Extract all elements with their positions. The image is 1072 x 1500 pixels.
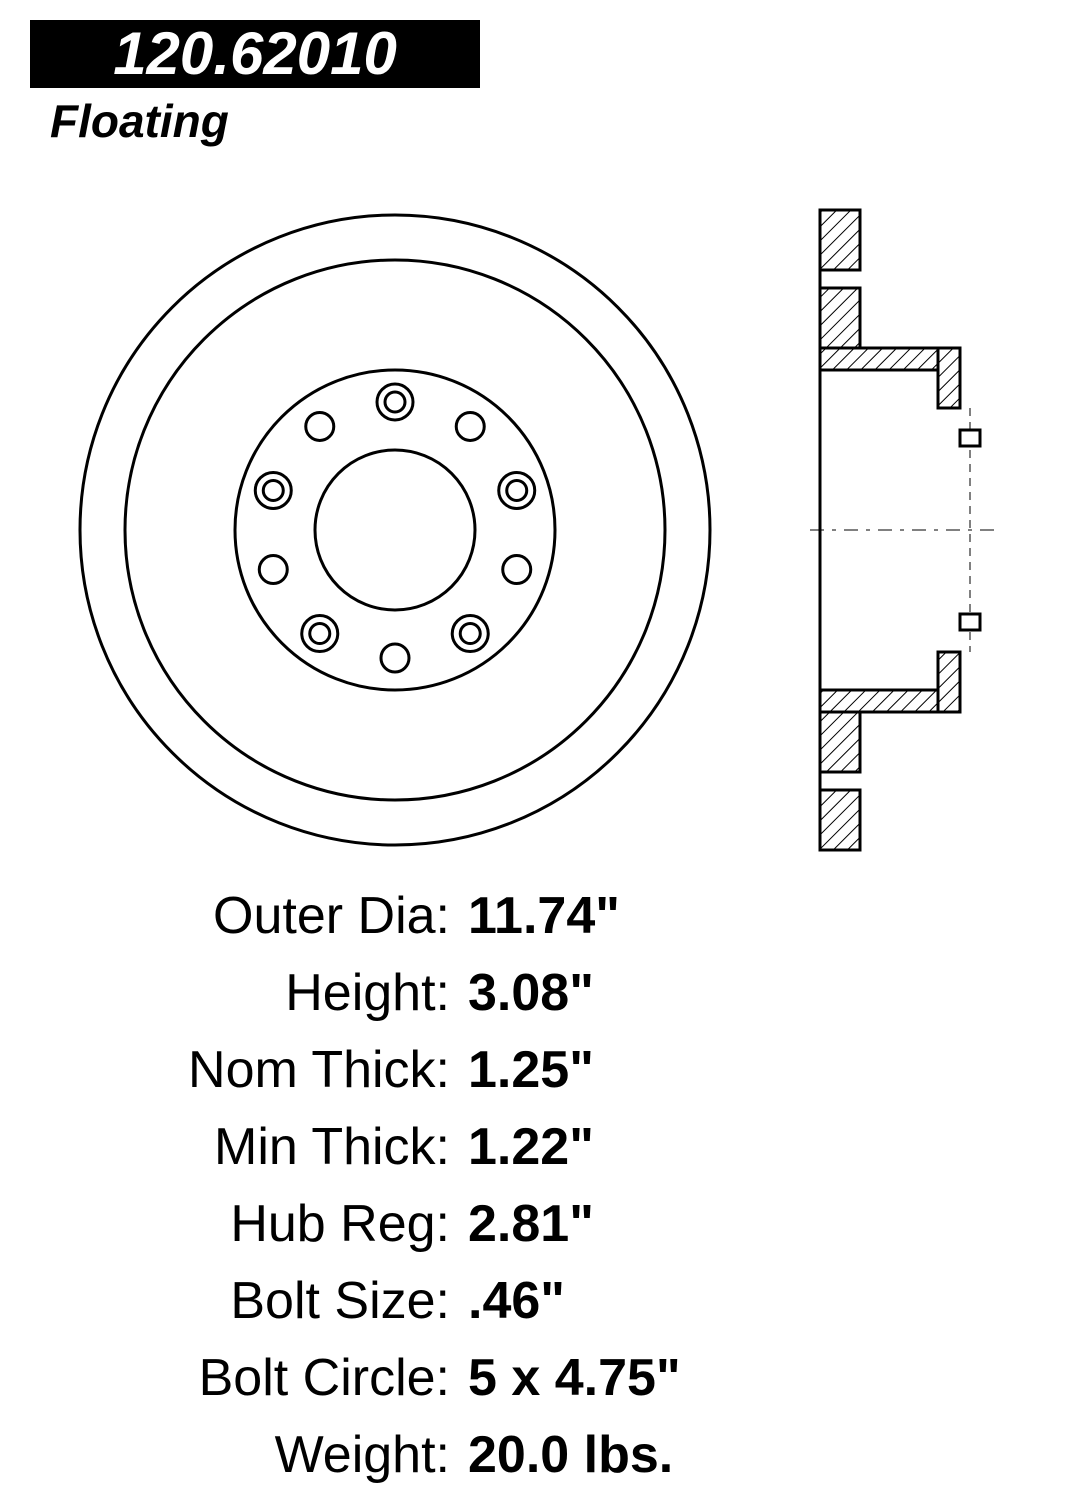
spec-value: 2.81": [468, 1186, 594, 1263]
spec-label: Bolt Size:: [120, 1263, 450, 1340]
spec-label: Nom Thick:: [120, 1032, 450, 1109]
page: 120.62010 Floating Outer Dia:11.74" Heig…: [0, 0, 1072, 1500]
spec-label: Weight:: [120, 1417, 450, 1494]
subtype-label: Floating: [50, 94, 229, 148]
part-number-box: 120.62010: [30, 20, 480, 88]
spec-label: Outer Dia:: [120, 878, 450, 955]
spec-value: 1.25": [468, 1032, 594, 1109]
rotor-diagram: [40, 200, 1040, 860]
spec-value: 20.0 lbs.: [468, 1417, 673, 1494]
spec-label: Min Thick:: [120, 1109, 450, 1186]
spec-label: Height:: [120, 955, 450, 1032]
spec-value: 5 x 4.75": [468, 1340, 681, 1417]
specs-table: Outer Dia:11.74" Height:3.08" Nom Thick:…: [120, 878, 681, 1494]
spec-value: 1.22": [468, 1109, 594, 1186]
spec-value: 3.08": [468, 955, 594, 1032]
spec-value: .46": [468, 1263, 565, 1340]
spec-label: Hub Reg:: [120, 1186, 450, 1263]
spec-value: 11.74": [468, 878, 620, 955]
spec-label: Bolt Circle:: [120, 1340, 450, 1417]
